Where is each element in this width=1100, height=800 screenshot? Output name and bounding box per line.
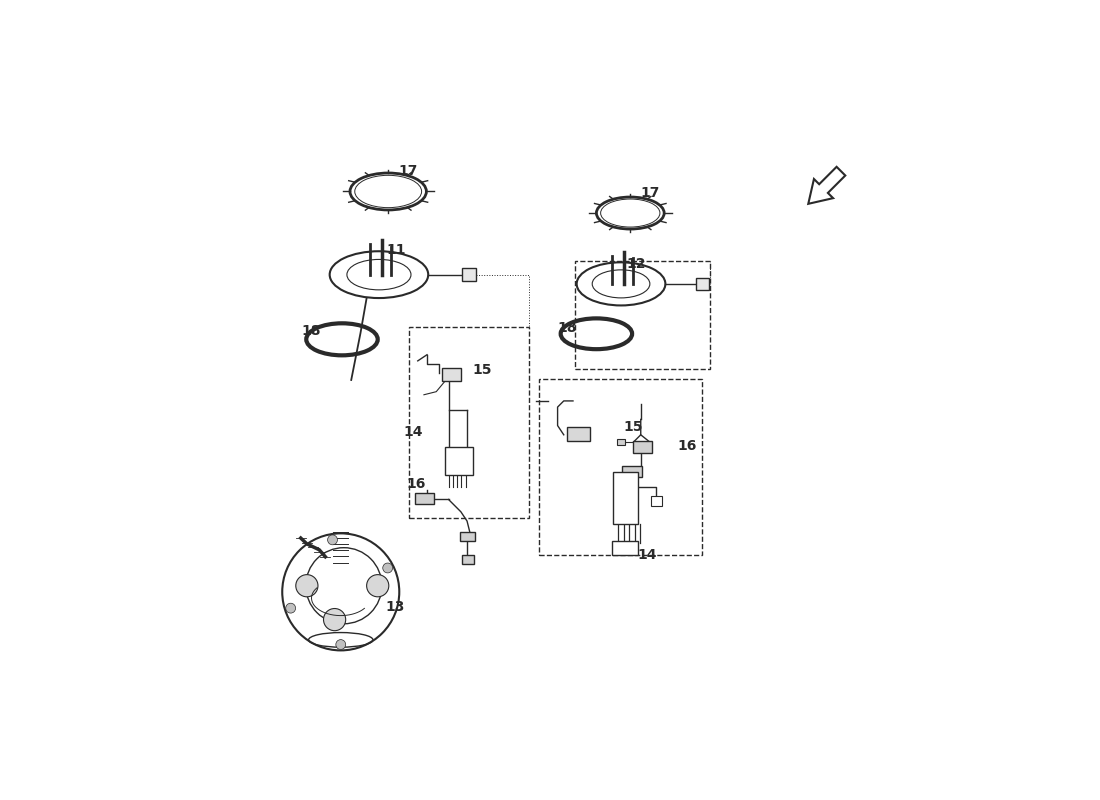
FancyBboxPatch shape [612,542,638,555]
Text: 14: 14 [637,548,657,562]
Text: 11: 11 [386,243,406,257]
Circle shape [286,603,296,613]
Text: 15: 15 [473,363,492,377]
FancyBboxPatch shape [613,472,638,524]
FancyBboxPatch shape [696,278,708,290]
Text: 12: 12 [627,257,646,270]
FancyBboxPatch shape [634,441,652,454]
Circle shape [296,574,318,597]
Circle shape [336,640,345,650]
Text: 17: 17 [399,164,418,178]
Text: 18: 18 [301,324,321,338]
Text: 18: 18 [557,321,576,334]
Text: 16: 16 [406,477,426,491]
Circle shape [366,574,388,597]
Text: 15: 15 [624,421,644,434]
Text: 13: 13 [385,600,405,614]
FancyBboxPatch shape [462,555,474,564]
Circle shape [383,563,393,573]
Circle shape [323,609,345,630]
FancyBboxPatch shape [623,466,642,477]
FancyBboxPatch shape [566,427,591,441]
FancyBboxPatch shape [460,531,475,542]
FancyBboxPatch shape [651,496,662,506]
FancyBboxPatch shape [415,494,434,505]
Text: 17: 17 [640,186,660,200]
FancyBboxPatch shape [442,368,461,381]
FancyBboxPatch shape [462,269,475,281]
Circle shape [328,535,338,545]
FancyBboxPatch shape [617,439,625,446]
Text: 14: 14 [404,425,424,438]
FancyBboxPatch shape [446,447,473,475]
Text: 16: 16 [678,439,696,453]
